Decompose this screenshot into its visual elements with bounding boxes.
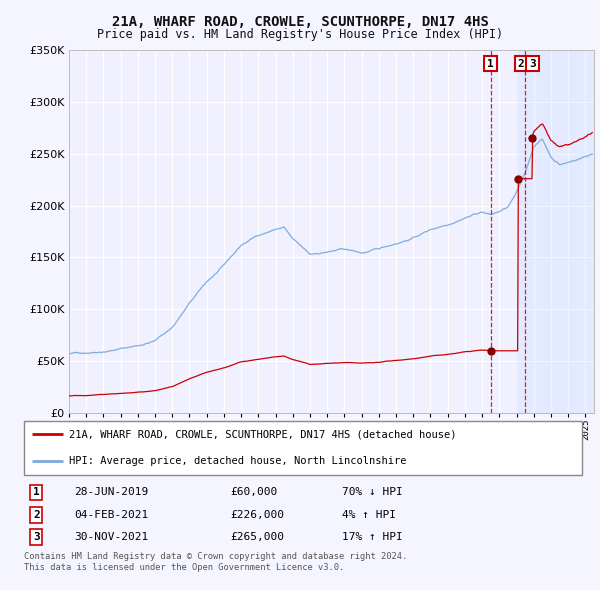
Text: 4% ↑ HPI: 4% ↑ HPI [342,510,396,520]
Text: 1: 1 [33,487,40,497]
Text: 3: 3 [33,532,40,542]
Text: This data is licensed under the Open Government Licence v3.0.: This data is licensed under the Open Gov… [24,563,344,572]
Text: 1: 1 [487,58,494,68]
Text: HPI: Average price, detached house, North Lincolnshire: HPI: Average price, detached house, Nort… [68,457,406,466]
Text: 3: 3 [529,58,536,68]
Text: 30-NOV-2021: 30-NOV-2021 [74,532,148,542]
Text: 2: 2 [33,510,40,520]
Text: 21A, WHARF ROAD, CROWLE, SCUNTHORPE, DN17 4HS (detached house): 21A, WHARF ROAD, CROWLE, SCUNTHORPE, DN1… [68,430,456,439]
Text: 28-JUN-2019: 28-JUN-2019 [74,487,148,497]
Text: 21A, WHARF ROAD, CROWLE, SCUNTHORPE, DN17 4HS: 21A, WHARF ROAD, CROWLE, SCUNTHORPE, DN1… [112,15,488,29]
FancyBboxPatch shape [24,421,582,475]
Text: 2: 2 [517,58,524,68]
Bar [517,50,594,413]
Text: 17% ↑ HPI: 17% ↑ HPI [342,532,403,542]
Text: Contains HM Land Registry data © Crown copyright and database right 2024.: Contains HM Land Registry data © Crown c… [24,552,407,560]
Text: £265,000: £265,000 [230,532,284,542]
Text: 04-FEB-2021: 04-FEB-2021 [74,510,148,520]
Text: £60,000: £60,000 [230,487,278,497]
Text: £226,000: £226,000 [230,510,284,520]
Text: Price paid vs. HM Land Registry's House Price Index (HPI): Price paid vs. HM Land Registry's House … [97,28,503,41]
Text: 70% ↓ HPI: 70% ↓ HPI [342,487,403,497]
